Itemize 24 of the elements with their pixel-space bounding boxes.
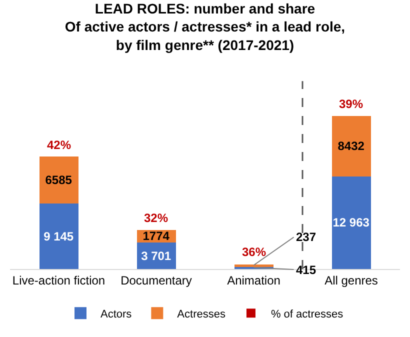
- data-label: 415: [296, 263, 316, 277]
- data-label: 1774: [142, 229, 170, 244]
- data-label: 9 145: [44, 229, 74, 244]
- data-label: 8432: [338, 139, 365, 154]
- legend-label: % of actresses: [270, 308, 344, 320]
- annotation: 39%: [339, 97, 364, 111]
- bar: [39, 204, 78, 269]
- x-tick-label: Live-action fiction: [12, 273, 106, 288]
- data-label: 3 701: [141, 248, 172, 263]
- data-label: 6585: [45, 173, 72, 188]
- annotation: 36%: [242, 245, 266, 259]
- bar: [39, 156, 78, 204]
- data-label: 237: [296, 230, 316, 244]
- chart-title: LEAD ROLES: number and share Of active actors / actresses* in a lead role, by film genre** (2017-2021): [64, 0, 346, 53]
- legend-label: Actresses: [177, 308, 226, 320]
- bar: [332, 176, 371, 269]
- annotation: 32%: [144, 211, 168, 225]
- x-tick-label: All genres: [324, 273, 378, 288]
- x-tick-label: Animation: [227, 273, 280, 288]
- data-label: 12 963: [332, 216, 370, 230]
- annotation: 42%: [47, 138, 72, 152]
- legend-label: Actors: [100, 308, 132, 320]
- bar: [332, 116, 371, 176]
- x-tick-label: Documentary: [120, 273, 192, 288]
